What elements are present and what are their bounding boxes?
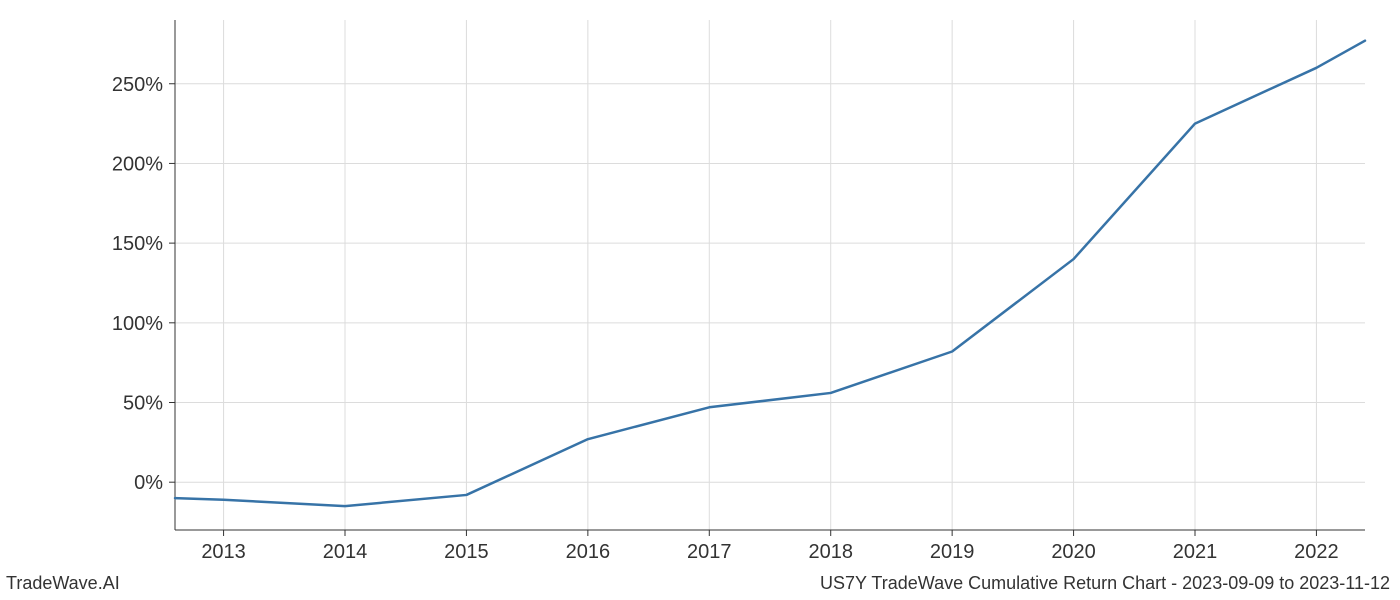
x-tick-label: 2014 xyxy=(323,541,368,563)
x-tick-label: 2013 xyxy=(201,541,246,563)
x-tick-label: 2016 xyxy=(566,541,611,563)
x-tick-label: 2019 xyxy=(930,541,975,563)
x-tick-label: 2020 xyxy=(1051,541,1096,563)
y-tick-label: 200% xyxy=(112,153,163,175)
x-tick-label: 2022 xyxy=(1294,541,1339,563)
y-tick-label: 100% xyxy=(112,313,163,335)
chart-container: 2013 2014 2015 2016 2017 2018 2019 2020 2021 2022… xyxy=(0,0,1400,600)
y-tick-label: 250% xyxy=(112,74,163,96)
x-tick-label: 2021 xyxy=(1173,541,1218,563)
footer-left-label: TradeWave.AI xyxy=(6,573,120,594)
y-tick-label: 50% xyxy=(123,393,163,415)
chart-background xyxy=(0,0,1400,600)
x-tick-label: 2018 xyxy=(808,541,853,563)
x-tick-label: 2017 xyxy=(687,541,732,563)
y-tick-label: 0% xyxy=(134,472,163,494)
x-tick-label: 2015 xyxy=(444,541,489,563)
y-tick-label: 150% xyxy=(112,233,163,255)
footer-right-label: US7Y TradeWave Cumulative Return Chart -… xyxy=(820,573,1390,594)
line-chart: 2013 2014 2015 2016 2017 2018 2019 2020 2021 2022… xyxy=(0,0,1400,600)
